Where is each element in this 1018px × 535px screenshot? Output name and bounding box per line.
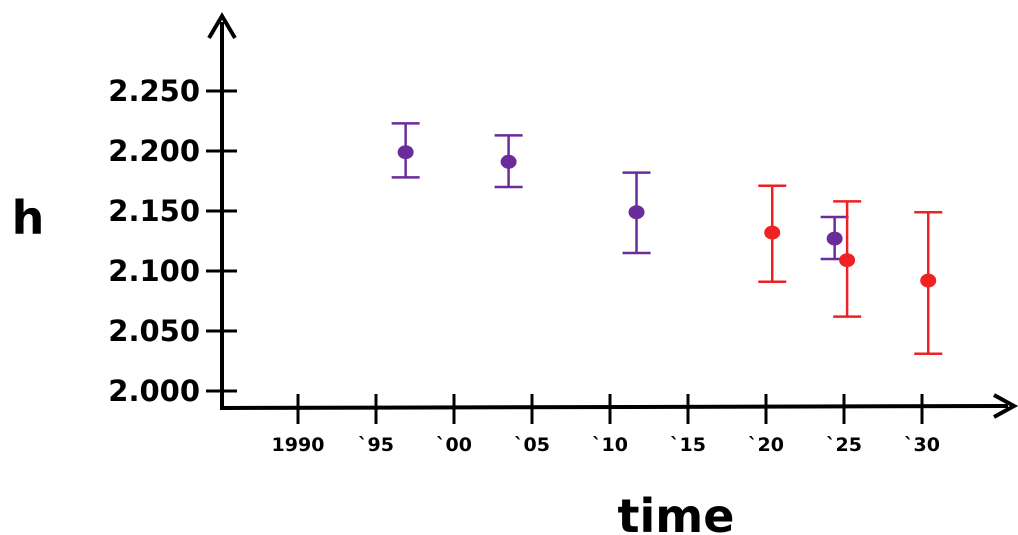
y-axis-title: h (12, 191, 45, 245)
x-tick-label: `20 (748, 434, 784, 456)
y-tick-label: 2.200 (108, 134, 200, 168)
series-2 (758, 184, 943, 356)
x-tick-label: `00 (436, 434, 472, 456)
data-point (397, 145, 414, 160)
x-tick-label: `05 (514, 434, 550, 456)
x-tick-label: `95 (358, 434, 394, 456)
data-point (839, 253, 856, 268)
data-point (826, 231, 843, 246)
x-tick-label: 1990 (272, 434, 325, 456)
axes (207, 12, 1018, 419)
series-1 (391, 122, 849, 261)
data-point (628, 205, 645, 220)
data-point (500, 154, 517, 169)
x-axis-title: time (618, 489, 735, 535)
y-tick-label: 2.050 (108, 314, 200, 348)
x-tick-label: `25 (826, 434, 862, 456)
y-tick-label: 2.250 (108, 74, 200, 108)
y-axis-arrow-icon (207, 12, 237, 40)
x-tick-label: `15 (670, 434, 706, 456)
y-ticks: 2.000 2.050 2.100 2.150 2.200 2.250 (108, 74, 237, 408)
x-tick-label: `10 (592, 434, 628, 456)
data-point (920, 273, 937, 288)
series (391, 122, 943, 356)
data-point (764, 225, 781, 240)
y-tick-label: 2.150 (108, 194, 200, 228)
y-tick-label: 2.100 (108, 254, 200, 288)
x-axis-arrow-icon (993, 393, 1018, 419)
x-axis-line (221, 404, 1009, 410)
y-tick-label: 2.000 (108, 374, 200, 408)
x-ticks: 1990 `95 `00 `05 `10 `15 `20 `25 `30 (272, 394, 940, 456)
x-tick-label: `30 (904, 434, 940, 456)
